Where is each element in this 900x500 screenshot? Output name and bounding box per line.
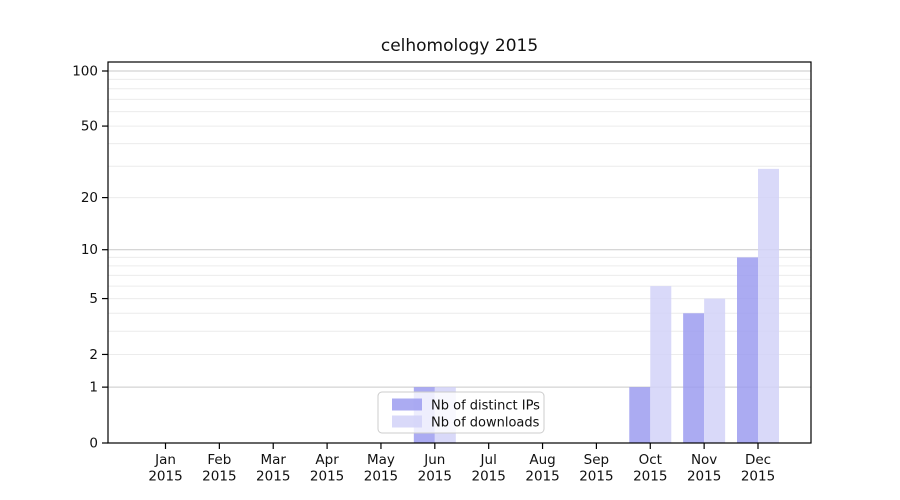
y-tick-label-100: 100 — [72, 64, 98, 80]
y-tick-label-10: 10 — [81, 242, 98, 258]
y-tick-label-50: 50 — [81, 119, 98, 135]
x-tick-label-feb: Feb — [207, 452, 231, 468]
legend-label-downloads: Nb of downloads — [431, 416, 540, 431]
x-tick-label-nov: Nov — [691, 452, 717, 468]
x-tick-year-apr: 2015 — [310, 469, 344, 485]
x-tick-year-sep: 2015 — [579, 469, 613, 485]
x-tick-label-apr: Apr — [315, 452, 339, 468]
chart-title: celhomology 2015 — [381, 36, 538, 56]
x-tick-year-may: 2015 — [364, 469, 398, 485]
plot-border — [107, 61, 812, 444]
legend-label-distinct-ips: Nb of distinct IPs — [431, 399, 540, 414]
x-tick-label-mar: Mar — [260, 452, 286, 468]
y-tick-label-5: 5 — [89, 291, 98, 307]
x-tick-year-feb: 2015 — [202, 469, 236, 485]
bar-oct-distinct-ips — [629, 387, 651, 443]
plot-frame — [107, 61, 812, 444]
y-tick-label-0: 0 — [89, 436, 98, 452]
x-tick-label-jan: Jan — [154, 452, 176, 468]
x-tick-year-oct: 2015 — [633, 469, 667, 485]
axis-ticks — [102, 70, 759, 449]
x-tick-year-jul: 2015 — [472, 469, 506, 485]
bar-oct-downloads — [650, 286, 672, 443]
x-tick-year-aug: 2015 — [525, 469, 559, 485]
y-tick-label-20: 20 — [81, 190, 98, 206]
bar-dec-downloads — [758, 168, 779, 443]
y-tick-label-2: 2 — [89, 347, 98, 363]
legend: Nb of distinct IPs Nb of downloads — [377, 391, 545, 434]
bar-nov-distinct-ips — [683, 313, 705, 443]
x-tick-year-mar: 2015 — [256, 469, 290, 485]
legend-swatch-downloads — [392, 415, 422, 428]
x-tick-year-nov: 2015 — [687, 469, 721, 485]
x-tick-label-jun: Jun — [423, 452, 445, 468]
x-tick-year-dec: 2015 — [741, 469, 775, 485]
x-tick-label-sep: Sep — [584, 452, 609, 468]
x-tick-label-jul: Jul — [480, 452, 497, 468]
x-tick-label-aug: Aug — [529, 452, 555, 468]
axis-labels: 0125102050100Jan2015Feb2015Mar2015Apr201… — [72, 64, 775, 485]
gridlines — [108, 70, 811, 388]
legend-swatch-distinct-ips — [392, 398, 422, 411]
x-tick-label-may: May — [367, 452, 395, 468]
x-tick-label-dec: Dec — [745, 452, 771, 468]
bar-dec-distinct-ips — [737, 257, 758, 443]
x-tick-year-jan: 2015 — [148, 469, 182, 485]
x-tick-year-jun: 2015 — [418, 469, 452, 485]
x-tick-label-oct: Oct — [639, 452, 662, 468]
bar-nov-downloads — [704, 298, 726, 443]
y-tick-label-1: 1 — [89, 380, 98, 396]
